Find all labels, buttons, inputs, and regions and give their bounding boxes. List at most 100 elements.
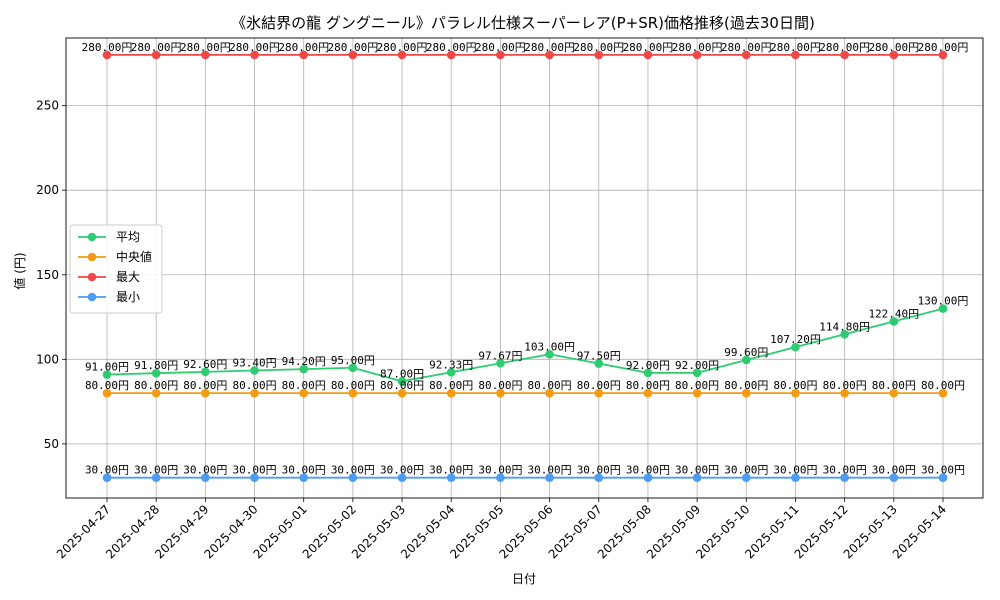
data-label: 280.00円 <box>131 41 182 54</box>
data-point <box>496 388 505 398</box>
data-point <box>889 388 899 398</box>
data-point <box>643 473 653 483</box>
data-label: 280.00円 <box>573 41 624 54</box>
data-point <box>889 317 899 326</box>
data-point <box>594 388 604 398</box>
data-point <box>446 367 456 377</box>
data-label: 80.00円 <box>134 379 178 392</box>
data-point <box>889 473 899 483</box>
data-label: 30.00円 <box>626 464 670 477</box>
data-label: 114.80円 <box>819 320 870 333</box>
data-label: 30.00円 <box>134 464 178 477</box>
data-label: 93.40円 <box>232 356 276 369</box>
data-point <box>643 50 653 60</box>
data-label: 280.00円 <box>229 41 280 54</box>
data-label: 80.00円 <box>921 379 965 392</box>
data-point <box>594 473 604 483</box>
data-point <box>840 329 849 339</box>
data-label: 91.80円 <box>134 359 178 372</box>
data-label: 80.00円 <box>675 379 719 392</box>
data-label: 80.00円 <box>823 379 867 392</box>
data-label: 280.00円 <box>721 41 772 54</box>
data-point <box>545 388 554 398</box>
data-label: 80.00円 <box>478 379 522 392</box>
data-point <box>938 304 948 313</box>
data-point <box>545 349 554 359</box>
data-label: 97.67円 <box>478 349 522 362</box>
data-point <box>741 473 751 483</box>
data-label: 91.00円 <box>85 361 129 374</box>
data-label: 280.00円 <box>377 41 428 54</box>
data-point <box>545 473 554 483</box>
data-point <box>545 50 554 60</box>
data-label: 80.00円 <box>232 379 276 392</box>
data-point <box>791 342 800 352</box>
data-label: 30.00円 <box>232 464 276 477</box>
data-point <box>692 368 702 378</box>
data-label: 280.00円 <box>180 41 231 54</box>
data-point <box>692 388 702 398</box>
data-label: 280.00円 <box>426 41 477 54</box>
data-point <box>840 388 849 398</box>
data-point <box>250 366 259 375</box>
data-label: 30.00円 <box>577 464 621 477</box>
legend-label: 最大 <box>116 270 140 284</box>
data-labels: 91.00円 91.80円 92.60円 93.40円 94.20円 95.00円 87.0… <box>82 41 969 477</box>
data-point <box>348 50 358 60</box>
data-point <box>299 388 309 398</box>
data-point <box>250 50 259 60</box>
data-point <box>692 473 702 483</box>
data-point <box>840 473 849 483</box>
data-label: 30.00円 <box>478 464 522 477</box>
data-point <box>397 473 407 483</box>
data-point <box>250 388 259 398</box>
x-axis-label: 日付 <box>512 572 536 586</box>
data-point <box>201 473 210 483</box>
legend-label: 中央値 <box>116 249 152 264</box>
data-label: 30.00円 <box>872 464 916 477</box>
data-point <box>741 50 751 60</box>
data-label: 99.60円 <box>724 346 768 359</box>
data-label: 30.00円 <box>429 464 473 477</box>
data-point <box>201 50 210 60</box>
data-point <box>299 364 309 374</box>
data-point <box>151 388 161 398</box>
data-point <box>299 473 309 483</box>
data-label: 80.00円 <box>773 379 817 392</box>
series-group <box>102 50 948 483</box>
data-label: 107.20円 <box>770 333 821 346</box>
data-point <box>102 50 112 60</box>
data-label: 92.00円 <box>675 359 719 372</box>
data-point <box>889 50 899 60</box>
data-label: 280.00円 <box>524 41 575 54</box>
data-label: 280.00円 <box>819 41 870 54</box>
data-point <box>496 358 505 368</box>
data-label: 280.00円 <box>918 41 969 54</box>
data-point <box>938 473 948 483</box>
data-point <box>496 473 505 483</box>
data-point <box>250 473 259 483</box>
data-point <box>741 388 751 398</box>
grid <box>66 38 983 498</box>
plot-frame <box>65 37 984 499</box>
data-label: 280.00円 <box>328 41 379 54</box>
data-label: 122.40円 <box>868 307 919 320</box>
axes: 2025-04-272025-04-282025-04-292025-04-30… <box>36 37 984 561</box>
data-point <box>151 50 161 60</box>
data-label: 80.00円 <box>626 379 670 392</box>
data-point <box>446 473 456 483</box>
data-label: 30.00円 <box>921 464 965 477</box>
legend-label: 平均 <box>116 230 140 244</box>
data-label: 30.00円 <box>183 464 227 477</box>
data-point <box>496 50 505 60</box>
data-point <box>397 388 407 398</box>
legend-label: 最小 <box>116 290 140 304</box>
data-label: 80.00円 <box>380 379 424 392</box>
data-label: 80.00円 <box>577 379 621 392</box>
data-label: 30.00円 <box>331 464 375 477</box>
data-point <box>201 388 210 398</box>
data-label: 280.00円 <box>868 41 919 54</box>
data-label: 130.00円 <box>918 295 969 308</box>
data-label: 103.00円 <box>524 340 575 353</box>
